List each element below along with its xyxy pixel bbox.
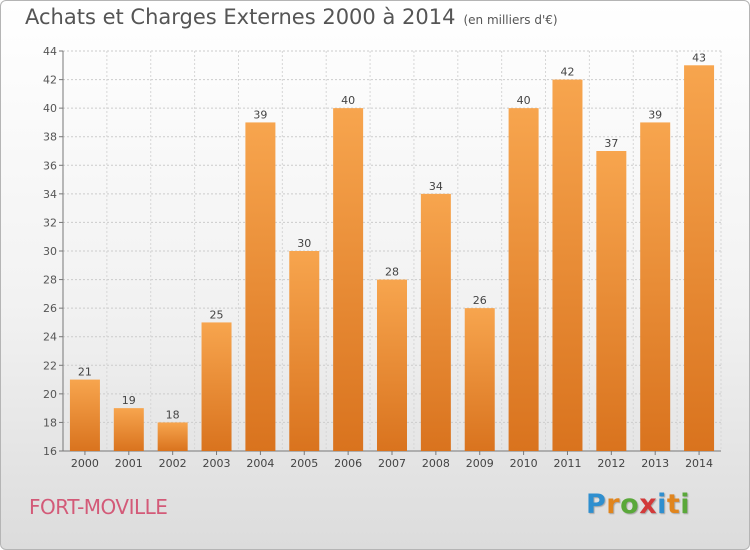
x-tick-label: 2005 (290, 457, 318, 470)
bar-value-label: 40 (517, 94, 531, 107)
x-tick-label: 2013 (641, 457, 669, 470)
bar-value-label: 39 (253, 108, 267, 121)
bar-value-label: 19 (122, 394, 136, 407)
y-tick-label: 36 (43, 159, 57, 172)
y-tick-label: 16 (43, 445, 57, 458)
x-tick-label: 2008 (422, 457, 450, 470)
y-tick-label: 32 (43, 216, 57, 229)
bar-value-label: 43 (692, 51, 706, 64)
bar-2006 (333, 108, 364, 452)
bar-value-label: 25 (210, 308, 224, 321)
y-tick-label: 38 (43, 131, 57, 144)
bar-2002 (157, 422, 188, 451)
bar-value-label: 26 (473, 294, 487, 307)
bar-value-label: 18 (166, 408, 180, 421)
y-tick-label: 30 (43, 245, 57, 258)
x-tick-label: 2014 (685, 457, 713, 470)
x-tick-label: 2003 (203, 457, 231, 470)
y-tick-label: 34 (43, 188, 57, 201)
y-tick-label: 22 (43, 359, 57, 372)
bar-layer (69, 65, 715, 452)
x-tick-label: 2012 (597, 457, 625, 470)
y-tick-label: 44 (43, 45, 57, 58)
bar-value-label: 21 (78, 366, 92, 379)
bar-2004 (245, 122, 276, 451)
title-row: Achats et Charges Externes 2000 à 2014 (e… (25, 5, 558, 29)
logo-letter: r (606, 489, 621, 520)
bar-2014 (684, 65, 715, 452)
bar-2009 (464, 308, 495, 451)
x-tick-label: 2007 (378, 457, 406, 470)
logo-letter: x (639, 489, 658, 520)
bar-2001 (113, 408, 144, 451)
bar-value-label: 30 (297, 237, 311, 250)
bar-2003 (201, 322, 232, 451)
label-layer: 21 2000 19 2001 18 2002 25 2003 39 2004 30 2005 40 20… (71, 51, 713, 470)
bar-value-label: 34 (429, 180, 443, 193)
logo-letter: i (657, 489, 667, 520)
y-tick-label: 40 (43, 102, 57, 115)
bar-2010 (508, 108, 539, 452)
bar-2007 (377, 279, 407, 451)
bar-2008 (420, 193, 451, 451)
bar-value-label: 39 (648, 108, 662, 121)
bar-2000 (69, 379, 100, 451)
commune-name: FORT-MOVILLE (29, 495, 168, 519)
chart-subtitle: (en milliers d'€) (463, 13, 558, 27)
y-tick-label: 20 (43, 388, 57, 401)
y-tick-label: 26 (43, 302, 57, 315)
x-tick-label: 2004 (246, 457, 274, 470)
proxiti-logo: Proxiti (586, 489, 690, 520)
bar-value-label: 40 (341, 94, 355, 107)
x-tick-label: 2001 (115, 457, 143, 470)
y-tick-label: 28 (43, 274, 57, 287)
bar-2005 (289, 251, 320, 451)
bar-2011 (552, 79, 583, 452)
logo-letter: o (620, 489, 640, 520)
y-tick-label: 42 (43, 74, 57, 87)
x-tick-label: 2011 (553, 457, 581, 470)
bar-value-label: 37 (604, 137, 618, 150)
x-tick-label: 2000 (71, 457, 99, 470)
chart-title: Achats et Charges Externes 2000 à 2014 (25, 5, 456, 29)
y-tick-label: 24 (43, 331, 57, 344)
logo-letter: P (586, 489, 607, 520)
x-tick-label: 2006 (334, 457, 362, 470)
x-tick-label: 2002 (159, 457, 187, 470)
x-tick-label: 2009 (466, 457, 494, 470)
bar-value-label: 42 (560, 66, 574, 79)
y-tick-label: 18 (43, 416, 57, 429)
logo-letter: t (666, 489, 681, 520)
bar-value-label: 28 (385, 266, 399, 279)
x-tick-label: 2010 (510, 457, 538, 470)
bar-2012 (596, 151, 627, 451)
bar-2013 (640, 122, 671, 451)
logo-letter: i (680, 489, 691, 520)
